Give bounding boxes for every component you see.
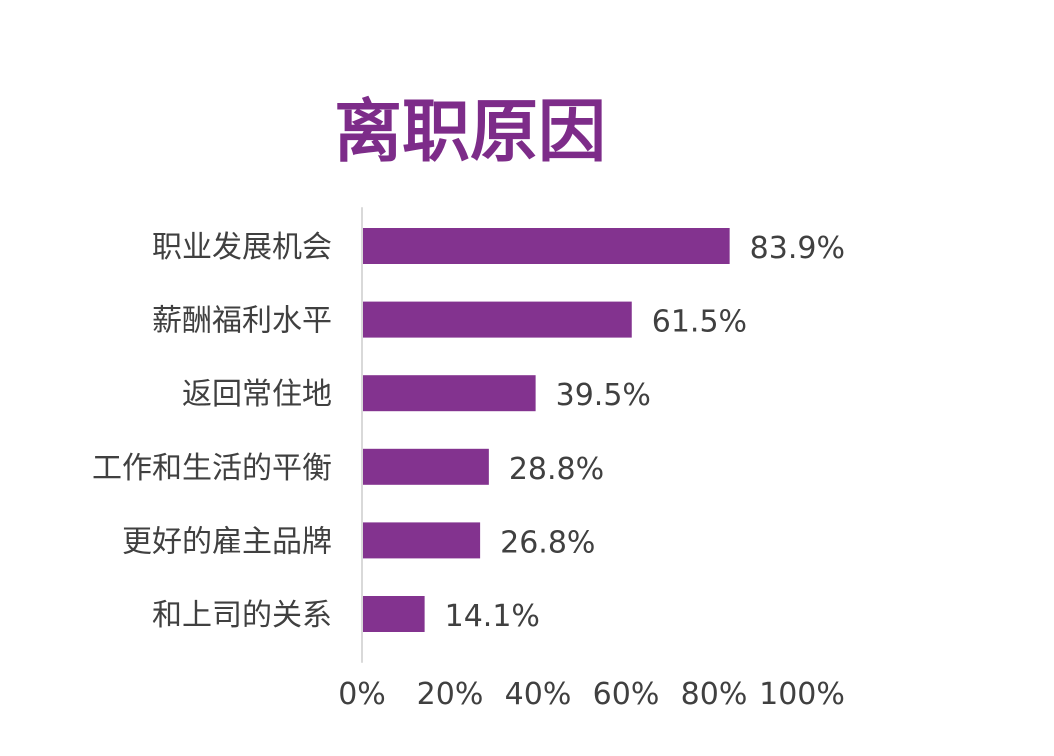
bar xyxy=(363,301,632,338)
x-tick-label: 40% xyxy=(505,677,572,712)
bar xyxy=(363,448,489,485)
chart-title: 离职原因 xyxy=(334,92,606,172)
data-label: 14.1% xyxy=(445,599,540,634)
category-label: 更好的雇主品牌 xyxy=(122,524,332,559)
data-label: 61.5% xyxy=(652,305,747,340)
x-tick-label: 20% xyxy=(417,677,484,712)
bar xyxy=(363,228,730,264)
bar xyxy=(363,596,425,632)
category-label: 返回常住地 xyxy=(182,377,332,412)
category-label: 工作和生活的平衡 xyxy=(92,451,332,486)
data-label: 26.8% xyxy=(500,525,595,560)
category-label: 职业发展机会 xyxy=(152,230,332,265)
x-tick-label: 80% xyxy=(681,677,748,712)
x-tick-label: 0% xyxy=(338,677,386,712)
plot-area: 职业发展机会 83.9% 薪酬福利水平 61.5% 返回常住地 39.5% 工作和生活的平衡… xyxy=(92,207,845,712)
x-tick-label: 60% xyxy=(593,677,660,712)
x-tick-label: 100% xyxy=(759,677,845,712)
data-label: 39.5% xyxy=(556,378,651,413)
data-label: 83.9% xyxy=(750,231,845,266)
data-label: 28.8% xyxy=(509,452,604,487)
category-label: 薪酬福利水平 xyxy=(152,304,332,339)
category-label: 和上司的关系 xyxy=(152,598,332,633)
bar xyxy=(363,522,481,559)
bar xyxy=(363,375,536,412)
